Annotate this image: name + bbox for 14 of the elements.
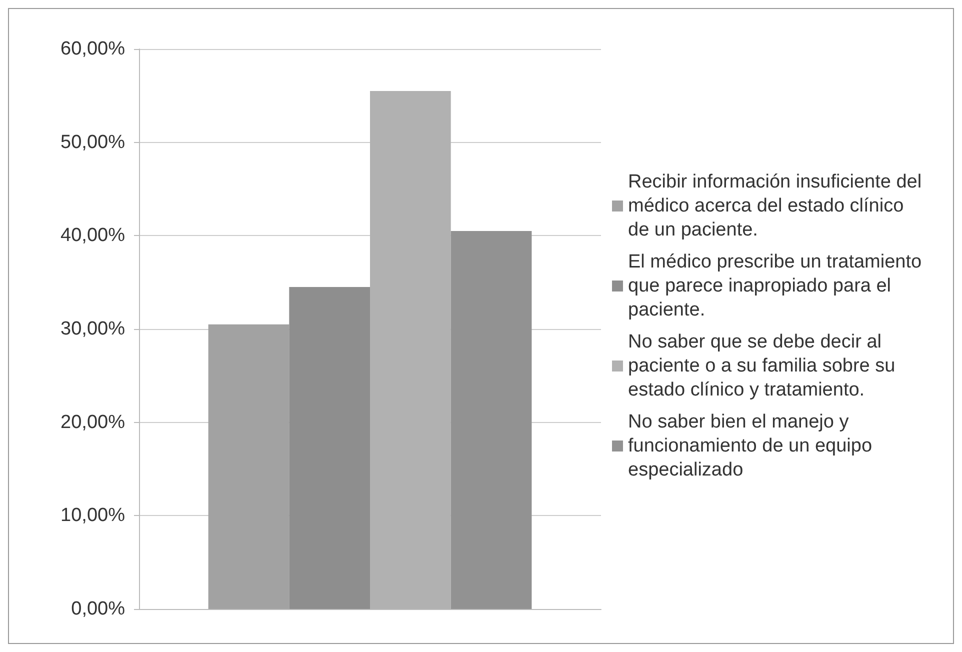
bar: [289, 287, 370, 609]
legend-label: No saber bien el manejo y funcionamiento de un equipo especializado: [628, 412, 878, 480]
y-tick-label: 20,00%: [60, 412, 126, 433]
y-tick-label: 0,00%: [71, 598, 126, 620]
y-tick-label: 60,00%: [60, 38, 126, 60]
y-tick-label: 40,00%: [60, 225, 126, 246]
bar: [208, 324, 290, 609]
bar: [450, 231, 532, 609]
y-tick-label: 10,00%: [60, 505, 126, 526]
legend-label: No saber que se debe decir al paciente o a su familia sobre su estado clínico y tratamiento.: [628, 332, 900, 400]
legend-label: Recibir información insuficiente del médico acerca del estado clínico de un paciente.: [628, 172, 927, 240]
y-tick-label: 50,00%: [60, 132, 126, 153]
legend-label: El médico prescribe un tratamiento que parece inapropiado para el paciente.: [628, 252, 927, 320]
y-tick-label: 30,00%: [60, 318, 126, 340]
